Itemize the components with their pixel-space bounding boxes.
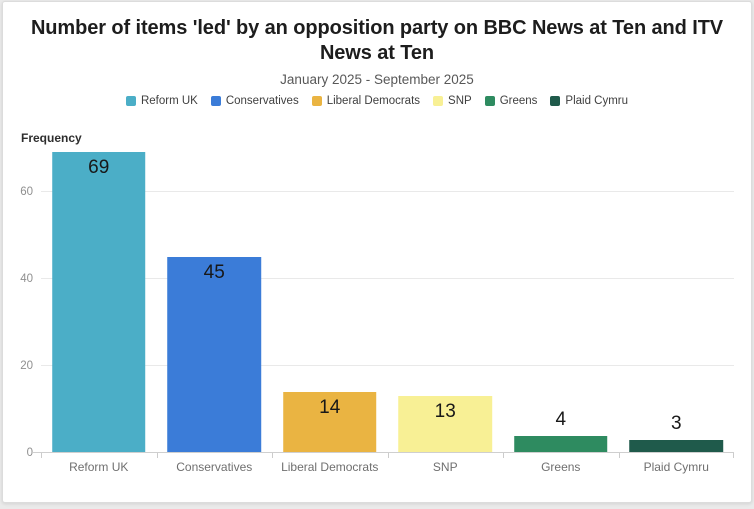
- bar-value-label: 45: [203, 261, 225, 283]
- x-axis-label-snp: SNP: [432, 460, 458, 474]
- bar-conservatives: [167, 256, 262, 453]
- x-axis-tick: [387, 453, 389, 458]
- legend-swatch-icon: [311, 96, 322, 106]
- bar-value-label: 14: [319, 397, 341, 418]
- bar-slot-liberal-democrats: 14 Liberal Democrats: [272, 148, 388, 474]
- legend-item-reform-uk: Reform UK: [125, 95, 198, 107]
- legend-label: Reform UK: [140, 95, 198, 107]
- bar-value-label: 4: [555, 408, 567, 430]
- legend-swatch-icon: [125, 96, 136, 106]
- x-axis-tick: [41, 453, 42, 458]
- bar-slot-conservatives: 45 Conservatives: [157, 148, 273, 474]
- legend-swatch-icon: [210, 96, 221, 106]
- y-tick-label: 20: [20, 359, 33, 372]
- y-tick-label: 40: [20, 272, 33, 285]
- bar-snp: [398, 396, 493, 453]
- legend-label: SNP: [448, 95, 472, 107]
- legend-label: Plaid Cymru: [565, 95, 629, 107]
- bar-greens: [513, 435, 608, 453]
- bars-layer: 69 Reform UK 45 Conservatives 14 Liberal Demo…: [41, 148, 735, 474]
- bar-slot-greens: 4 Greens: [503, 148, 619, 474]
- legend-swatch-icon: [433, 96, 444, 106]
- y-axis-title: Frequency: [21, 131, 82, 145]
- bar-slot-plaid-cymru: 3 Plaid Cymru: [619, 148, 735, 474]
- legend-item-plaid-cymru: Plaid Cymru: [550, 95, 628, 107]
- x-axis-tick: [733, 453, 734, 458]
- bar-slot-reform-uk: 69 Reform UK: [41, 148, 157, 474]
- x-axis-label-liberal-democrats: Liberal Democrats: [281, 460, 379, 474]
- bar-plaid-cymru: [629, 439, 724, 453]
- bar-value-label: 13: [434, 401, 456, 423]
- x-axis-tick: [503, 453, 504, 458]
- legend-item-conservatives: Conservatives: [210, 95, 299, 107]
- x-axis-label-greens: Greens: [541, 460, 581, 474]
- legend-item-snp: SNP: [433, 95, 472, 107]
- y-tick-label: 60: [20, 185, 33, 198]
- bar-slot-snp: 13 SNP: [388, 148, 504, 474]
- bar-liberal-democrats: [282, 392, 377, 453]
- x-axis-line: [33, 452, 734, 453]
- legend-label: Greens: [499, 95, 538, 107]
- x-axis-tick: [272, 453, 273, 458]
- legend-label: Conservatives: [225, 95, 299, 107]
- legend-item-liberal-democrats: Liberal Democrats: [311, 95, 421, 107]
- legend: Reform UK Conservatives Liberal Democrats S…: [3, 95, 751, 107]
- x-axis-label-plaid-cymru: Plaid Cymru: [643, 460, 709, 474]
- y-tick-label: 0: [26, 447, 33, 459]
- bar-value-label: 69: [88, 157, 110, 179]
- legend-item-greens: Greens: [484, 95, 538, 107]
- legend-swatch-icon: [550, 96, 561, 106]
- bar-chart: Frequency 0 20 40 60 69 Reform UK 45 Conservat…: [20, 131, 735, 474]
- legend-swatch-icon: [484, 96, 495, 106]
- x-axis-label-reform-uk: Reform UK: [69, 460, 129, 474]
- legend-label: Liberal Democrats: [326, 95, 421, 107]
- x-axis-tick: [618, 453, 620, 458]
- chart-title: Number of items 'led' by an opposition p…: [30, 17, 724, 64]
- chart-subtitle: January 2025 - September 2025: [280, 72, 474, 87]
- bar-value-label: 3: [670, 412, 682, 434]
- x-axis-tick: [156, 453, 158, 458]
- bar-reform-uk: [51, 152, 146, 453]
- x-axis-label-conservatives: Conservatives: [176, 460, 253, 474]
